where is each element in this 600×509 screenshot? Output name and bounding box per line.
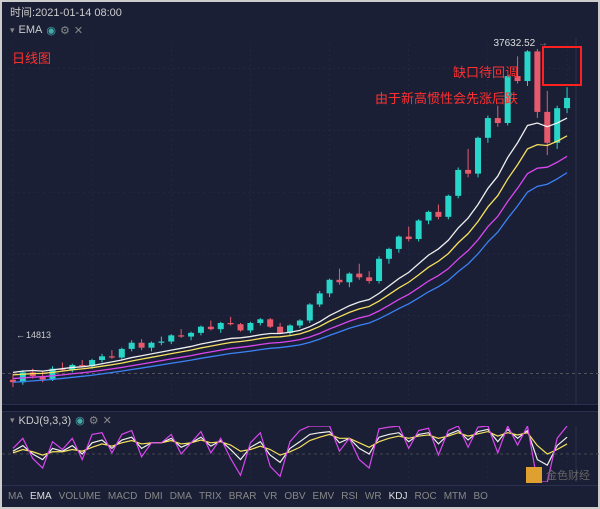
time-label: 时间:2021-01-14 08:00 (10, 4, 122, 20)
indicator-kdj[interactable]: KDJ (389, 491, 408, 502)
ema-label: EMA (19, 24, 43, 36)
price-chart[interactable]: 日线图 缺口待回调 由于新高惯性会先涨后跌 37632.52 → ← 14813 (2, 38, 598, 408)
inertia-annotation: 由于新高惯性会先涨后跌 (375, 88, 518, 107)
indicator-bo[interactable]: BO (473, 491, 487, 502)
indicator-brar[interactable]: BRAR (229, 491, 257, 502)
indicator-emv[interactable]: EMV (313, 491, 335, 502)
chevron-down-icon[interactable]: ▾ (10, 415, 15, 426)
daily-chart-annotation: 日线图 (12, 48, 51, 67)
logo-icon (526, 467, 542, 483)
low-price-label: 14813 (26, 330, 51, 340)
kdj-label: KDJ(9,3,3) (19, 415, 72, 427)
eye-icon[interactable]: ◉ (46, 24, 56, 37)
low-arrow-icon: ← (16, 330, 25, 340)
gap-annotation: 缺口待回调 (453, 62, 518, 81)
price-tag: 37632.52 → (494, 38, 549, 49)
indicator-wr[interactable]: WR (365, 491, 382, 502)
indicator-dma[interactable]: DMA (170, 491, 192, 502)
indicator-vr[interactable]: VR (264, 491, 278, 502)
indicator-mtm[interactable]: MTM (444, 491, 467, 502)
watermark: 金色财经 (526, 467, 590, 483)
indicator-trix[interactable]: TRIX (199, 491, 222, 502)
close-icon[interactable]: ✕ (74, 24, 83, 37)
indicator-roc[interactable]: ROC (414, 491, 436, 502)
indicator-rsi[interactable]: RSI (341, 491, 358, 502)
indicator-obv[interactable]: OBV (284, 491, 305, 502)
gear-icon[interactable]: ⚙ (60, 24, 70, 37)
indicator-bar: MA EMA VOLUME MACD DMI DMA TRIX BRAR VR OBV EMV RSI… (2, 485, 598, 507)
chevron-down-icon[interactable]: ▾ (10, 25, 15, 36)
indicator-dmi[interactable]: DMI (144, 491, 162, 502)
indicator-ma[interactable]: MA (8, 491, 23, 502)
kdj-chart[interactable] (2, 426, 600, 482)
indicator-macd[interactable]: MACD (108, 491, 137, 502)
indicator-volume[interactable]: VOLUME (59, 491, 101, 502)
highlight-box (542, 46, 582, 86)
panel-divider[interactable] (2, 404, 598, 412)
indicator-ema[interactable]: EMA (30, 491, 52, 502)
